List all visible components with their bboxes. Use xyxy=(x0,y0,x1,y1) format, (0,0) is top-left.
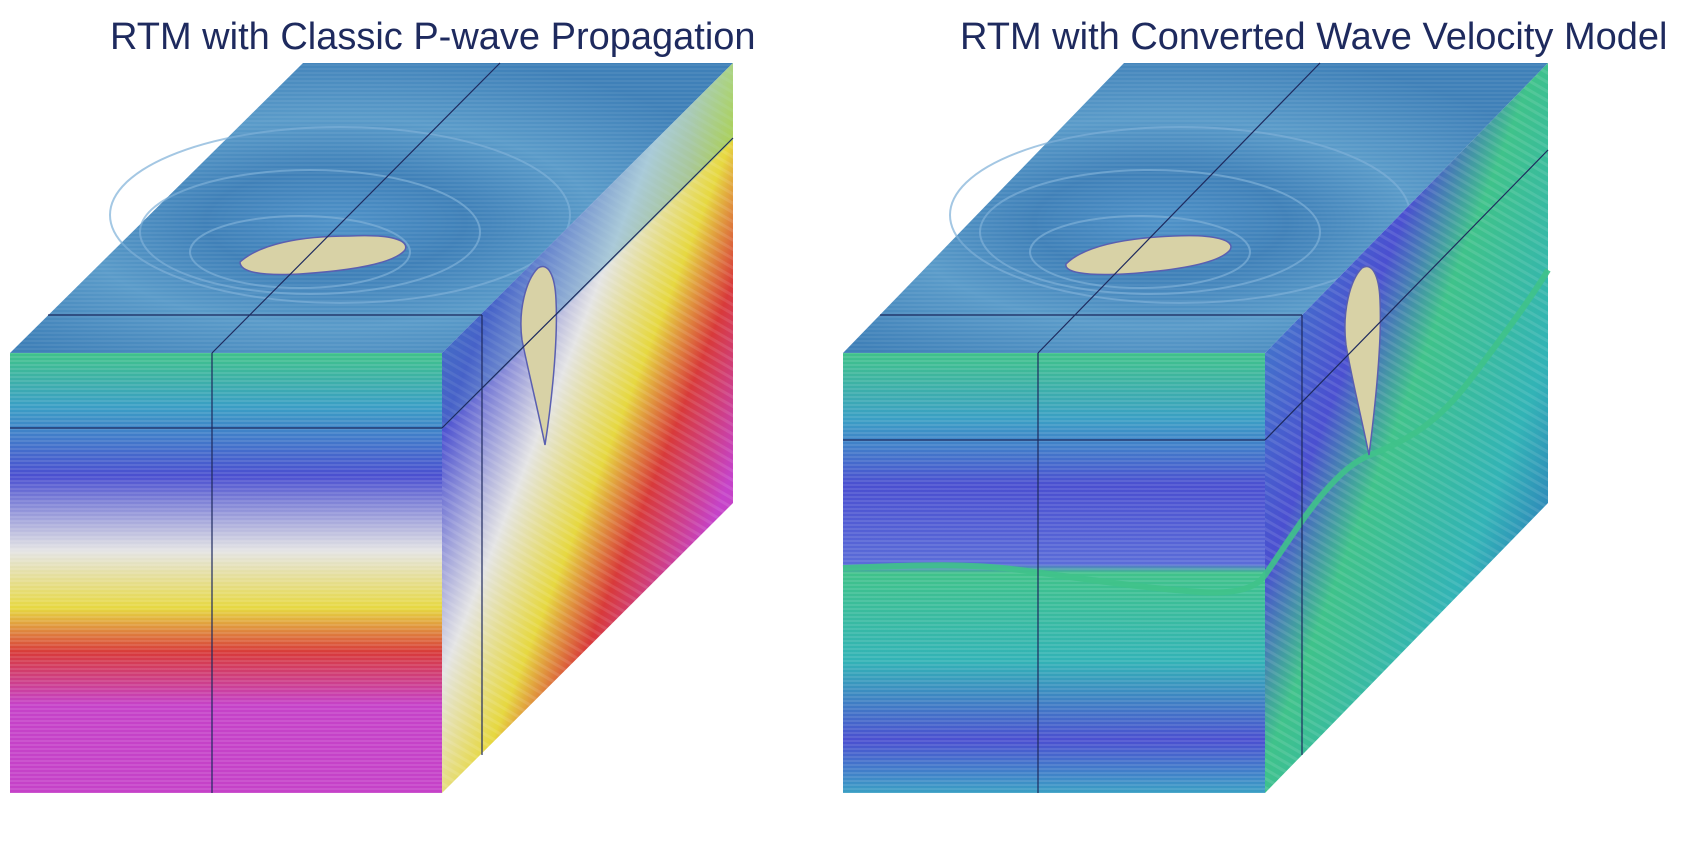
right-salt-body-top xyxy=(1065,234,1232,276)
left-grid-lines xyxy=(10,62,734,793)
left-panel-title: RTM with Classic P-wave Propagation xyxy=(110,16,756,58)
right-grid-lines xyxy=(843,62,1549,793)
left-salt-body-side xyxy=(520,265,558,446)
right-salt-body-side xyxy=(1344,265,1382,456)
right-horizon-boundary xyxy=(842,268,1551,596)
right-panel-title: RTM with Converted Wave Velocity Model xyxy=(960,16,1668,58)
right-cube xyxy=(842,62,1551,793)
left-salt-body-top xyxy=(239,234,407,276)
left-top-ripples xyxy=(109,126,571,304)
left-cube xyxy=(10,62,734,793)
